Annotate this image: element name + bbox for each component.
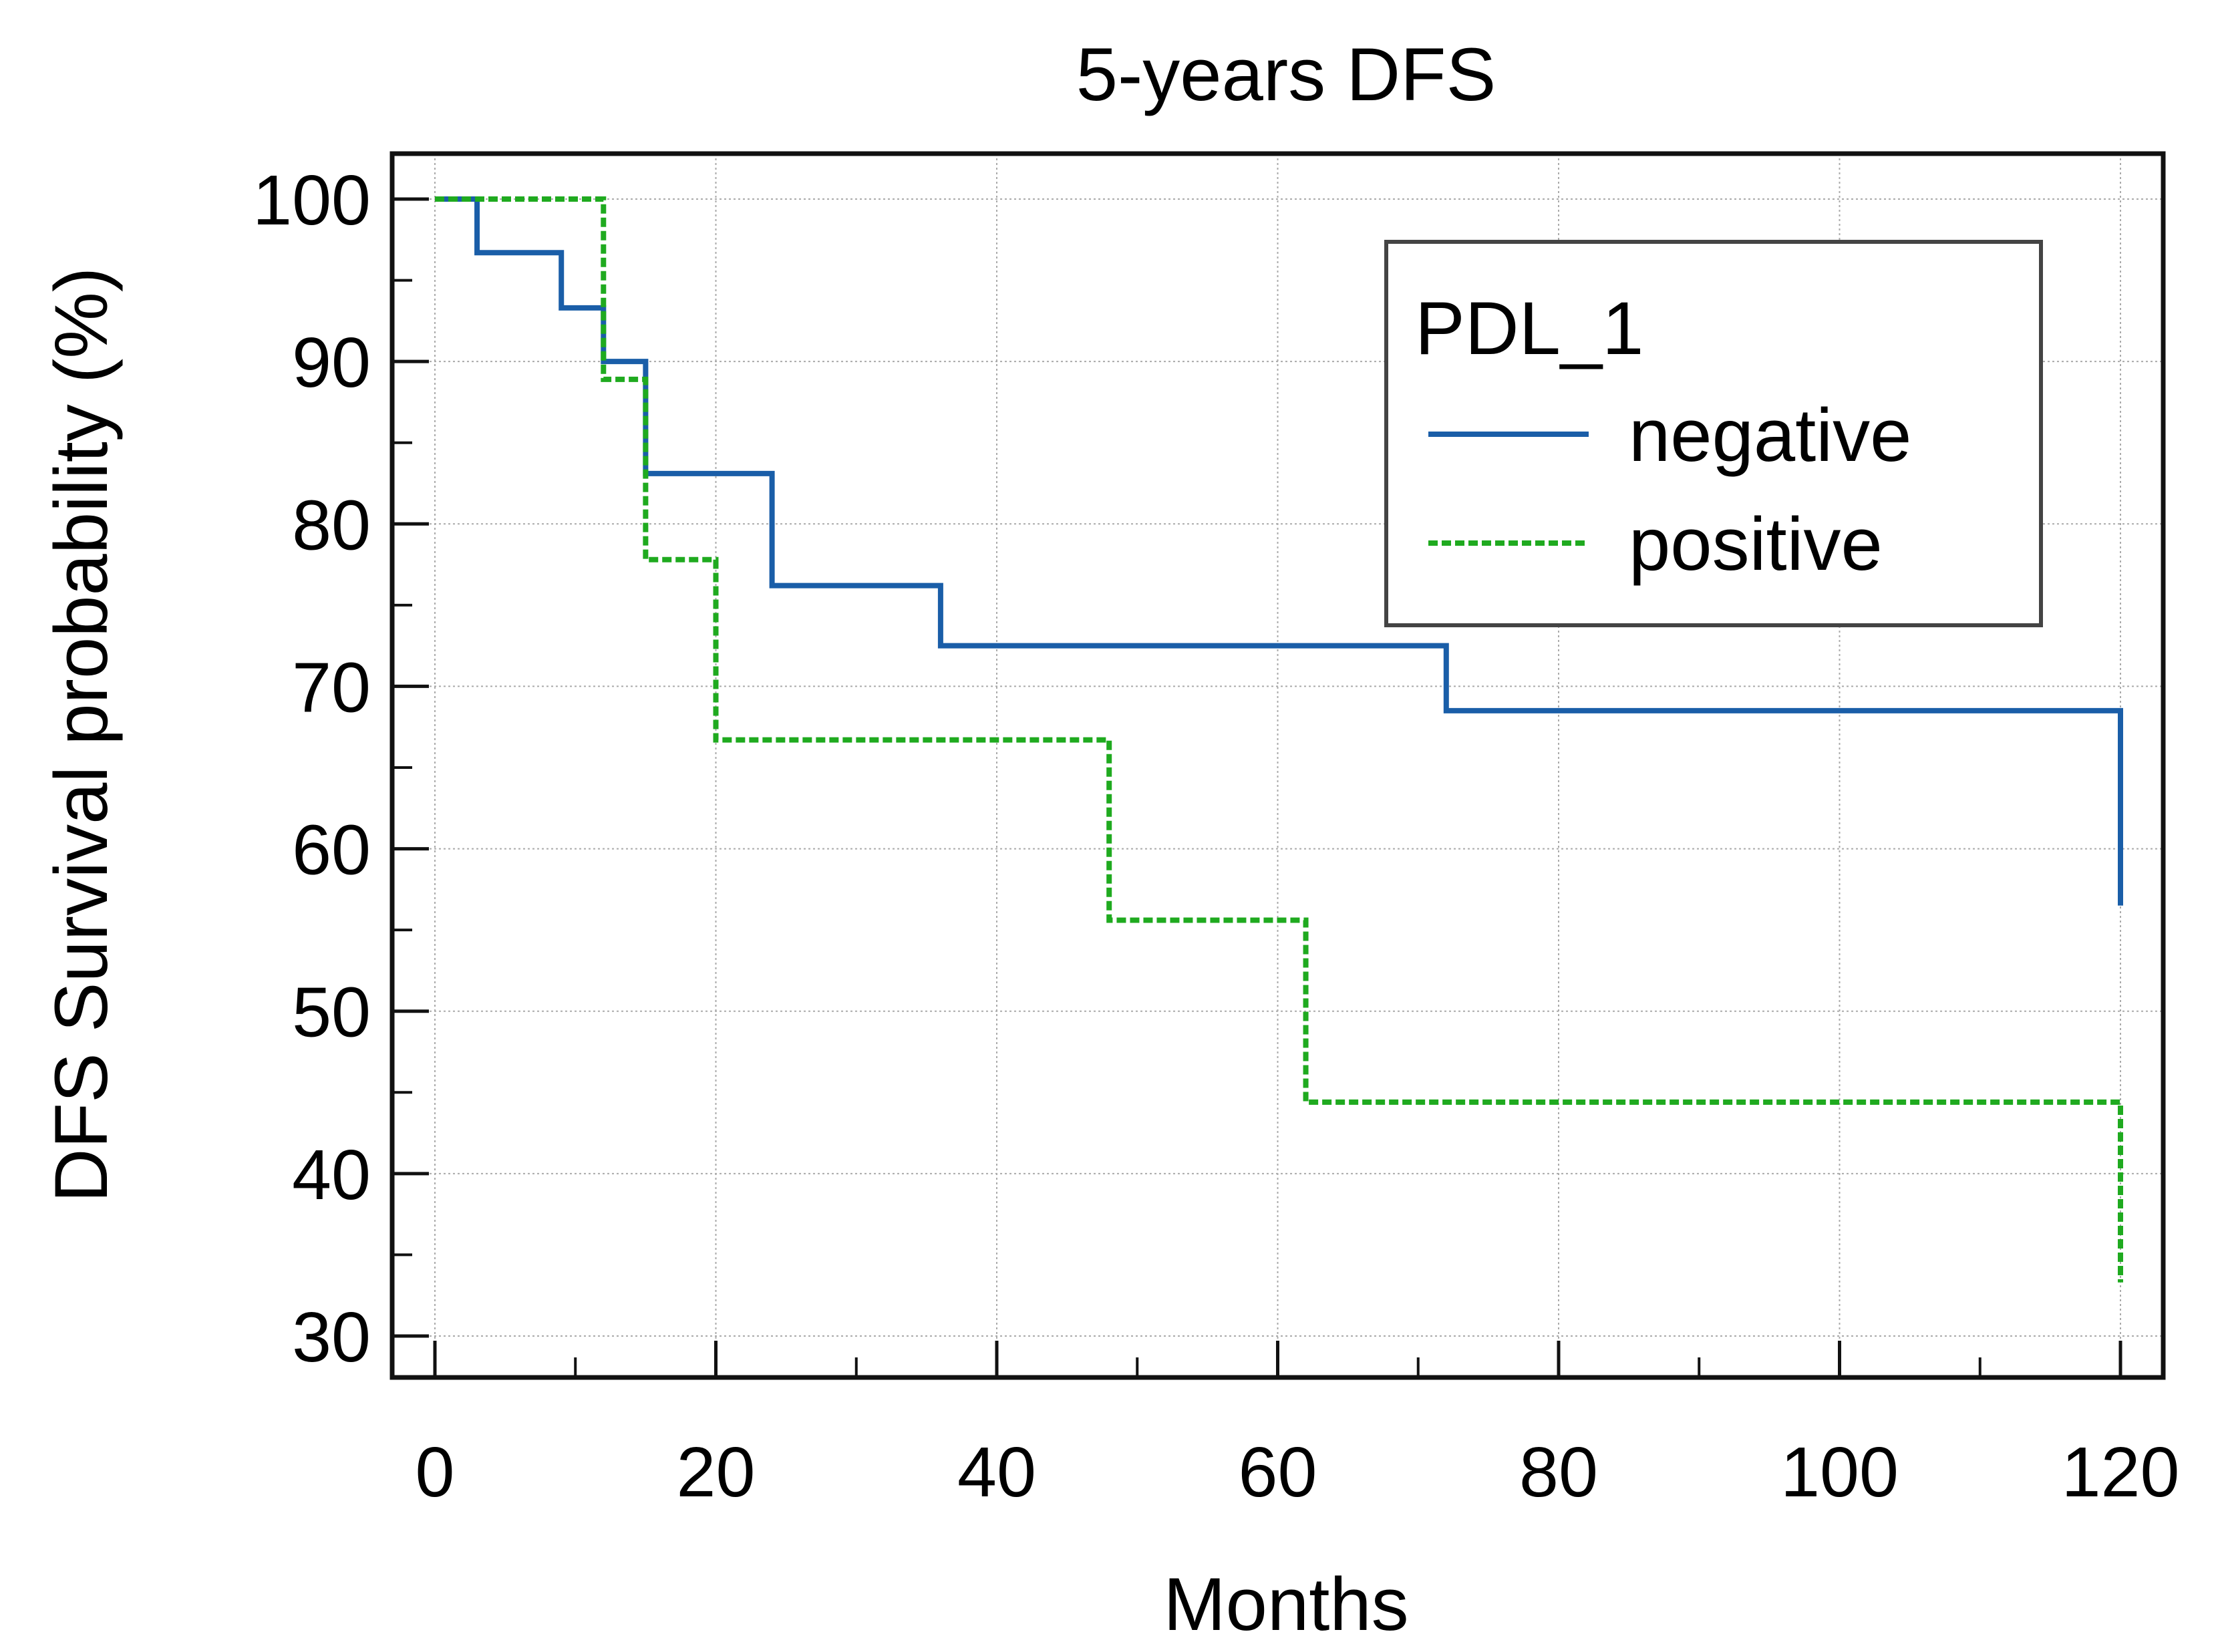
x-tick-label: 40: [957, 1433, 1036, 1512]
x-tick-label: 80: [1519, 1433, 1598, 1512]
legend: PDL_1 negative positive: [1384, 240, 2043, 627]
legend-label-negative: negative: [1629, 393, 1911, 477]
y-tick-label: 60: [292, 811, 371, 890]
legend-label-positive: positive: [1629, 502, 1883, 586]
x-tick-label: 120: [2062, 1433, 2180, 1512]
x-tick-label: 100: [1780, 1433, 1899, 1512]
y-tick-label: 90: [292, 323, 371, 402]
y-tick-label: 30: [292, 1298, 371, 1377]
x-axis-label: Months: [1163, 1562, 1408, 1646]
y-tick-label: 40: [292, 1136, 371, 1214]
y-tick-label: 70: [292, 648, 371, 727]
y-tick-label: 80: [292, 486, 371, 564]
chart-title: 5-years DFS: [1076, 33, 1496, 116]
y-axis-label: DFS Survival probability (%): [39, 267, 123, 1202]
y-tick-label: 50: [292, 973, 371, 1052]
x-tick-label: 20: [677, 1433, 756, 1512]
x-tick-label: 60: [1239, 1433, 1317, 1512]
legend-title: PDL_1: [1415, 287, 1643, 370]
x-tick-label: 0: [416, 1433, 455, 1512]
survival-curve-positive: [435, 196, 2123, 1283]
y-tick-label: 100: [253, 161, 371, 240]
